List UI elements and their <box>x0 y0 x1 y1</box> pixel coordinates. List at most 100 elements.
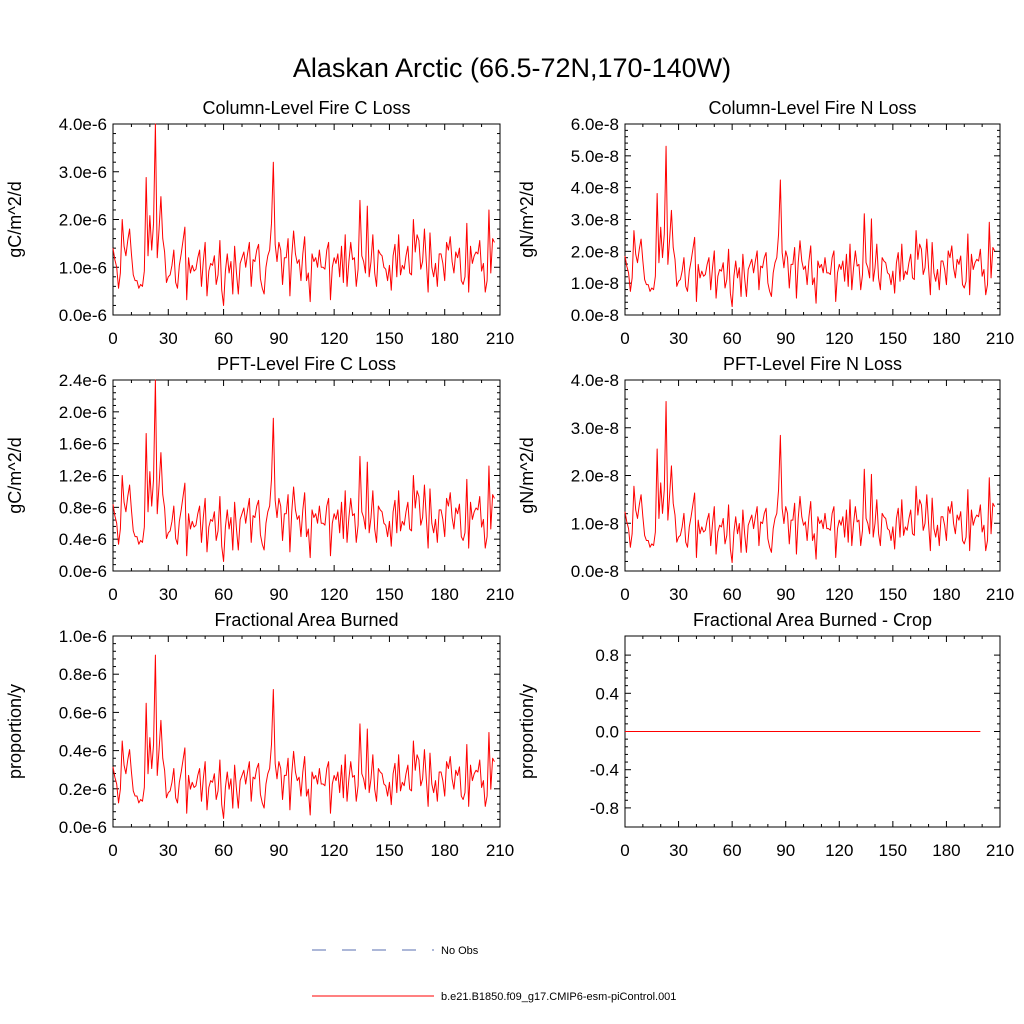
y-tick-label: 2.0e-8 <box>571 242 619 261</box>
y-tick-label: 3.0e-8 <box>571 211 619 230</box>
y-tick-label: 4.0e-6 <box>59 115 107 134</box>
x-tick-label: 90 <box>776 329 795 348</box>
x-tick-label: 90 <box>776 585 795 604</box>
y-tick-label: 0.0 <box>595 723 619 742</box>
y-axis-label: gN/m^2/d <box>517 437 537 513</box>
x-tick-label: 90 <box>776 841 795 860</box>
y-tick-label: 4.0e-8 <box>571 371 619 390</box>
x-tick-label: 90 <box>269 585 288 604</box>
x-tick-label: 120 <box>320 329 348 348</box>
y-tick-label: 2.0e-6 <box>59 211 107 230</box>
chart-panel-6: Fractional Area Burned - Crop 0 30 60 90 120 1… <box>517 610 1014 860</box>
x-tick-label: 180 <box>431 841 459 860</box>
x-tick-label: 60 <box>214 585 233 604</box>
series-line <box>112 123 495 306</box>
y-tick-label: 0.8e-6 <box>59 665 107 684</box>
x-tick-label: 60 <box>723 585 742 604</box>
y-tick-label: 0.8 <box>595 646 619 665</box>
x-tick-label: 150 <box>879 585 907 604</box>
plot-frame <box>112 635 501 828</box>
y-tick-label: 1.0e-8 <box>571 274 619 293</box>
x-tick-label: 60 <box>723 841 742 860</box>
panel-title: PFT-Level Fire N Loss <box>723 354 902 374</box>
y-tick-label: 1.0e-6 <box>59 627 107 646</box>
panels: Column-Level Fire C Loss 0 30 60 90 120 150 180… <box>5 98 1014 860</box>
y-axis-label: proportion/y <box>5 684 25 779</box>
x-tick-label: 90 <box>269 841 288 860</box>
x-tick-label: 210 <box>486 329 514 348</box>
y-tick-label: 1.6e-6 <box>59 435 107 454</box>
legend: No Obs b.e21.B1850.f09_g17.CMIP6-esm-piCo… <box>312 945 676 1003</box>
x-tick-label: 30 <box>669 841 688 860</box>
y-tick-label: -0.8 <box>590 799 619 818</box>
y-tick-label: 6.0e-8 <box>571 115 619 134</box>
chart-panel-2: Column-Level Fire N Loss 0 30 60 90 120 150 180… <box>517 98 1014 348</box>
y-tick-label: 0.2e-6 <box>59 780 107 799</box>
plot-frame <box>624 379 1001 572</box>
x-tick-label: 210 <box>986 841 1014 860</box>
y-tick-label: 0.4e-6 <box>59 530 107 549</box>
x-tick-label: 150 <box>375 585 403 604</box>
panel-title: Column-Level Fire N Loss <box>708 98 916 118</box>
y-tick-label: 0.4e-6 <box>59 742 107 761</box>
x-tick-label: 210 <box>486 585 514 604</box>
x-tick-label: 120 <box>320 585 348 604</box>
x-tick-label: 150 <box>879 841 907 860</box>
x-tick-label: 0 <box>108 841 117 860</box>
x-tick-label: 120 <box>825 585 853 604</box>
y-tick-label: 4.0e-8 <box>571 179 619 198</box>
x-tick-label: 180 <box>431 585 459 604</box>
y-tick-label: 0.6e-6 <box>59 703 107 722</box>
y-tick-label: -0.4 <box>590 761 619 780</box>
plot-frame <box>112 123 501 316</box>
x-tick-label: 210 <box>486 841 514 860</box>
y-tick-label: 0.8e-6 <box>59 498 107 517</box>
plot-frame <box>112 379 501 572</box>
x-tick-label: 150 <box>375 329 403 348</box>
x-tick-label: 0 <box>620 585 629 604</box>
x-tick-label: 0 <box>620 329 629 348</box>
y-tick-label: 2.0e-6 <box>59 403 107 422</box>
x-tick-label: 150 <box>375 841 403 860</box>
x-tick-label: 210 <box>986 585 1014 604</box>
x-tick-label: 120 <box>825 841 853 860</box>
y-tick-label: 3.0e-6 <box>59 163 107 182</box>
x-tick-label: 30 <box>159 841 178 860</box>
y-tick-label: 1.2e-6 <box>59 467 107 486</box>
x-tick-label: 30 <box>669 585 688 604</box>
y-axis-label: proportion/y <box>517 684 537 779</box>
y-tick-label: 1.0e-6 <box>59 258 107 277</box>
figure-title: Alaskan Arctic (66.5-72N,170-140W) <box>293 53 731 83</box>
chart-panel-3: PFT-Level Fire C Loss 0 30 60 90 120 150 180 210… <box>5 354 514 604</box>
x-tick-label: 180 <box>932 841 960 860</box>
series-line <box>624 400 996 564</box>
y-tick-label: 2.0e-8 <box>571 467 619 486</box>
chart-panel-5: Fractional Area Burned 0 30 60 90 120 150 180 21… <box>5 610 514 860</box>
y-tick-label: 0.0e-6 <box>59 818 107 837</box>
x-tick-label: 0 <box>108 329 117 348</box>
y-axis-label: gN/m^2/d <box>517 181 537 257</box>
y-tick-label: 0.0e-8 <box>571 562 619 581</box>
y-tick-label: 0.0e-6 <box>59 562 107 581</box>
x-tick-label: 60 <box>214 841 233 860</box>
x-tick-label: 60 <box>723 329 742 348</box>
series-line <box>112 379 495 562</box>
x-tick-label: 60 <box>214 329 233 348</box>
series-line <box>624 145 996 308</box>
y-axis-label: gC/m^2/d <box>5 437 25 513</box>
legend-label: b.e21.B1850.f09_g17.CMIP6-esm-piControl.… <box>441 991 676 1003</box>
x-tick-label: 0 <box>620 841 629 860</box>
y-tick-label: 0.0e-8 <box>571 306 619 325</box>
y-tick-label: 1.0e-8 <box>571 514 619 533</box>
x-tick-label: 30 <box>159 585 178 604</box>
x-tick-label: 30 <box>669 329 688 348</box>
panel-title: PFT-Level Fire C Loss <box>217 354 396 374</box>
y-axis-label: gC/m^2/d <box>5 181 25 257</box>
y-tick-label: 0.0e-6 <box>59 306 107 325</box>
legend-label: No Obs <box>441 945 479 957</box>
x-tick-label: 180 <box>932 329 960 348</box>
x-tick-label: 120 <box>320 841 348 860</box>
panel-title: Column-Level Fire C Loss <box>202 98 410 118</box>
y-tick-label: 2.4e-6 <box>59 371 107 390</box>
